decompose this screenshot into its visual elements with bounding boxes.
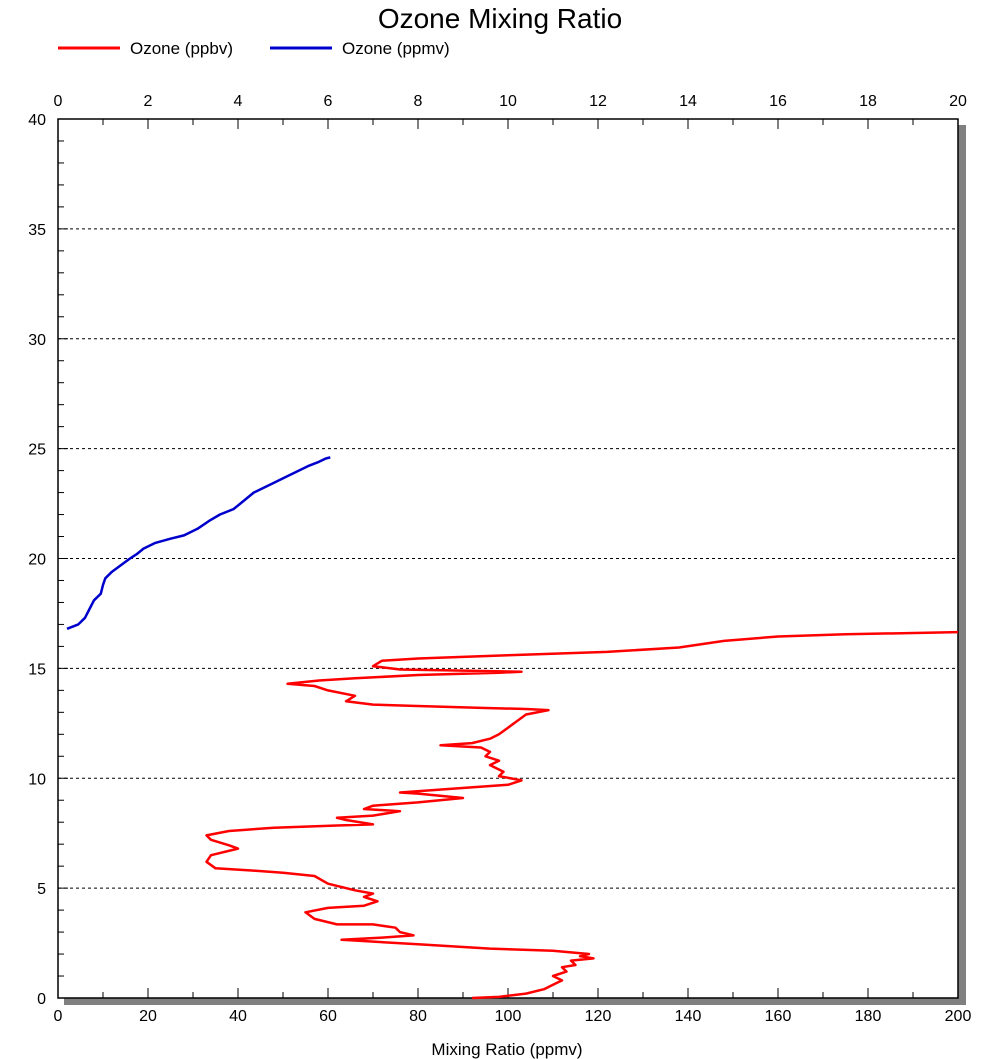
x-bottom-tick-label: 80 (409, 1008, 427, 1025)
x-top-tick-label: 10 (499, 93, 517, 110)
x-bottom-tick-label: 40 (229, 1008, 247, 1025)
x-top-tick-label: 8 (414, 93, 423, 110)
x-bottom-tick-label: 140 (675, 1008, 702, 1025)
x-top-tick-label: 18 (859, 93, 877, 110)
y-tick-label: 0 (37, 991, 46, 1008)
x-axis-label: Mixing Ratio (ppmv) (431, 1040, 582, 1059)
legend: Ozone (ppbv) Ozone (ppmv) (58, 39, 450, 58)
y-tick-label: 40 (28, 112, 46, 129)
x-top-tick-label: 6 (324, 93, 333, 110)
gridlines (58, 228, 958, 889)
x-top-tick-label: 20 (949, 93, 967, 110)
legend-label-ppmv: Ozone (ppmv) (342, 39, 450, 58)
x-bottom-tick-label: 200 (945, 1008, 972, 1025)
x-bottom-tick-label: 180 (855, 1008, 882, 1025)
chart-title: Ozone Mixing Ratio (378, 3, 622, 34)
x-top-tick-label: 2 (144, 93, 153, 110)
x-top-tick-label: 16 (769, 93, 787, 110)
y-tick-label: 15 (28, 661, 46, 678)
series-line-ppbv (205, 630, 959, 1000)
x-bottom-tick-label: 100 (495, 1008, 522, 1025)
x-bottom-tick-label: 120 (585, 1008, 612, 1025)
x-bottom-tick-label: 60 (319, 1008, 337, 1025)
y-tick-label: 25 (28, 442, 46, 459)
y-tick-label: 10 (28, 771, 46, 788)
x-top-tick-label: 4 (234, 93, 243, 110)
x-top-tick-label: 12 (589, 93, 607, 110)
series-line-ppmv (66, 456, 331, 630)
plot-shadow-bottom (64, 997, 966, 1005)
legend-label-ppbv: Ozone (ppbv) (130, 39, 233, 58)
y-tick-label: 35 (28, 222, 46, 239)
y-tick-label: 30 (28, 332, 46, 349)
plot-shadow-right (958, 125, 966, 1005)
x-top-tick-label: 0 (54, 93, 63, 110)
y-tick-label: 20 (28, 552, 46, 569)
series-lines (66, 456, 959, 1000)
y-tick-label: 5 (37, 881, 46, 898)
x-top-tick-label: 14 (679, 93, 697, 110)
x-bottom-tick-label: 20 (139, 1008, 157, 1025)
x-bottom-tick-label: 160 (765, 1008, 792, 1025)
x-bottom-tick-label: 0 (54, 1008, 63, 1025)
